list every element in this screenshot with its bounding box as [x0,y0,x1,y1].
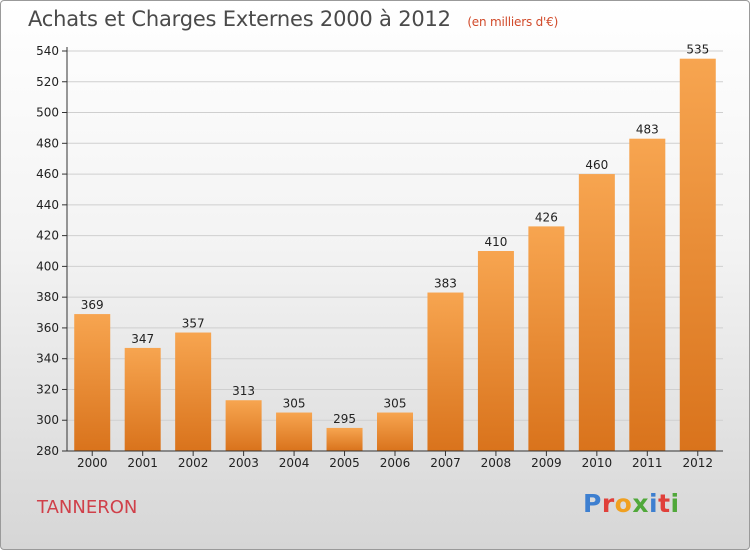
x-tick-label: 2003 [228,456,259,470]
logo-letter: x [632,489,649,518]
grid-lines [67,50,723,452]
x-tick-label: 2000 [77,456,108,470]
bar-value-label: 426 [535,210,558,224]
y-tick-label: 440 [36,198,59,212]
x-tick-label: 2010 [582,456,613,470]
bar-value-label: 483 [636,123,659,137]
x-tick-label: 2007 [430,456,461,470]
logo-letter: o [614,489,633,518]
logo-letter: P [583,489,602,518]
bar [276,412,313,451]
y-tick-label: 520 [36,75,59,89]
proxiti-logo: Proxiti [583,489,680,518]
y-tick-label: 340 [36,352,59,366]
bar [124,347,161,451]
chart-title-block: Achats et Charges Externes 2000 à 2012 (… [28,7,558,31]
y-tick-label: 420 [36,229,59,243]
x-tick-label: 2002 [178,456,209,470]
y-tick-label: 380 [36,290,59,304]
bars [74,58,716,452]
logo-letter: t [658,489,671,518]
x-tick-label: 2005 [329,456,360,470]
y-tick-label: 460 [36,167,59,181]
x-tick-label: 2011 [632,456,663,470]
y-tick-label: 320 [36,382,59,396]
bar-value-label: 357 [182,317,205,331]
labels: 280 300 320 340 360 380 400 420 440 460 480 500 520 5… [36,43,713,470]
bar-value-label: 410 [484,235,507,249]
bar [528,226,565,451]
y-tick-label: 500 [36,106,59,120]
y-tick-label: 480 [36,136,59,150]
logo-letter: r [601,489,615,518]
bar-value-label: 460 [585,158,608,172]
y-tick-label: 300 [36,413,59,427]
bar-value-label: 369 [81,298,104,312]
bar [427,292,464,451]
bar-value-label: 535 [686,43,709,57]
x-tick-label: 2009 [531,456,562,470]
bar [629,138,666,451]
x-tick-label: 2006 [380,456,411,470]
axes [62,47,723,456]
y-tick-label: 280 [36,444,59,458]
bar-value-label: 383 [434,277,457,291]
logo-letter: i [670,489,680,518]
location-label: TANNERON [37,497,138,518]
chart-title: Achats et Charges Externes 2000 à 2012 [28,7,451,31]
bar-value-label: 313 [232,384,255,398]
y-tick-label: 360 [36,321,59,335]
bar [377,412,413,451]
x-tick-label: 2004 [279,456,310,470]
x-tick-label: 2012 [682,456,713,470]
bar [74,314,111,451]
y-tick-label: 400 [36,259,59,273]
bar [225,400,262,451]
bar [578,174,615,452]
x-tick-label: 2008 [481,456,512,470]
bar-value-label: 305 [283,397,306,411]
bar-value-label: 305 [384,397,407,411]
chart-subtitle: (en milliers d'€) [467,15,559,29]
logo-letter: i [649,489,659,518]
bar-value-label: 295 [333,412,356,426]
bar [326,427,363,451]
bar-value-label: 347 [131,332,154,346]
bar [679,58,716,451]
x-tick-label: 2001 [127,456,158,470]
bar [477,251,514,451]
y-tick-label: 540 [36,44,59,58]
bar [175,332,212,451]
